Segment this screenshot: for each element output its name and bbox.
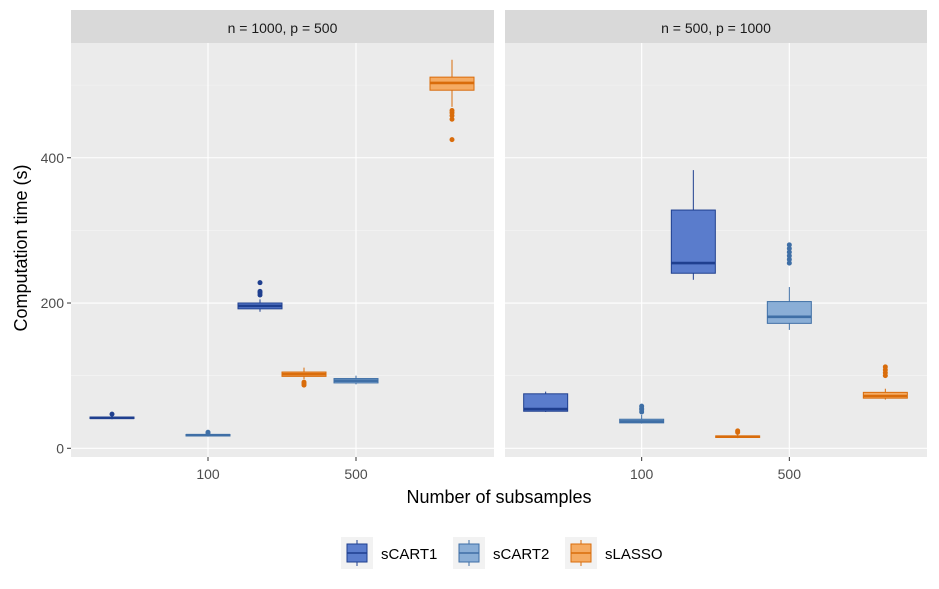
facet-strip: [71, 10, 494, 43]
facet-strip: [505, 10, 927, 43]
panel-2: n = 500, p = 1000 100 500: [505, 10, 927, 482]
outlier-point: [786, 253, 792, 259]
x-tick-label: 500: [778, 466, 802, 482]
outlier-point: [786, 249, 792, 255]
x-tick-label: 100: [196, 466, 220, 482]
outlier-point: [786, 242, 792, 248]
outlier-point: [257, 288, 263, 294]
legend-item-scart2: sCART2: [453, 537, 549, 569]
y-tick-label: 0: [56, 440, 64, 456]
x-tick-label: 500: [344, 466, 368, 482]
box-slasso-100: [281, 367, 327, 388]
panel-background: [505, 43, 927, 457]
panels-layer: n = 1000, p = 500 100 500 0 200 400 n = 500, p…: [41, 10, 927, 482]
box-scart1-100: [523, 391, 569, 412]
outlier-point: [257, 280, 263, 286]
outlier-point: [786, 256, 792, 262]
outlier-point: [449, 137, 455, 143]
box-slasso-500: [862, 364, 908, 400]
box-scart1-500: [670, 170, 716, 280]
panel-1: n = 1000, p = 500 100 500 0 200 400: [41, 10, 494, 482]
outlier-point: [301, 379, 307, 385]
legend-item-scart1: sCART1: [341, 537, 437, 569]
legend-item-slasso: sLASSO: [565, 537, 663, 569]
outlier-point: [449, 108, 455, 114]
outlier-point: [639, 403, 645, 409]
outlier-point: [205, 429, 211, 435]
legend: sCART1 sCART2 sLASSO: [341, 537, 663, 569]
outlier-point: [449, 116, 455, 122]
facet-title: n = 1000, p = 500: [228, 20, 338, 36]
box-scart1-500: [237, 280, 283, 312]
y-axis-title: Computation time (s): [11, 164, 31, 331]
outlier-point: [882, 364, 888, 370]
outlier-point: [735, 428, 741, 434]
box-body: [523, 393, 569, 412]
panel-background: [71, 43, 494, 457]
box-slasso-100: [715, 428, 761, 439]
legend-label: sLASSO: [605, 546, 663, 563]
box-scart2-100: [185, 429, 231, 437]
box-scart2-500: [333, 375, 379, 385]
box-slasso-500: [429, 59, 475, 143]
legend-label: sCART2: [493, 546, 549, 563]
box-scart2-100: [619, 403, 665, 424]
box-body: [766, 301, 812, 324]
legend-label: sCART1: [381, 546, 437, 563]
facet-title: n = 500, p = 1000: [661, 20, 771, 36]
outlier-point: [786, 260, 792, 266]
outlier-point: [786, 246, 792, 252]
x-tick-label: 100: [630, 466, 654, 482]
y-tick-label: 400: [41, 150, 65, 166]
y-tick-label: 200: [41, 295, 65, 311]
box-scart2-500: [766, 242, 812, 330]
outlier-point: [109, 411, 115, 417]
x-axis-title: Number of subsamples: [406, 487, 591, 507]
box-scart1-100: [89, 411, 135, 420]
